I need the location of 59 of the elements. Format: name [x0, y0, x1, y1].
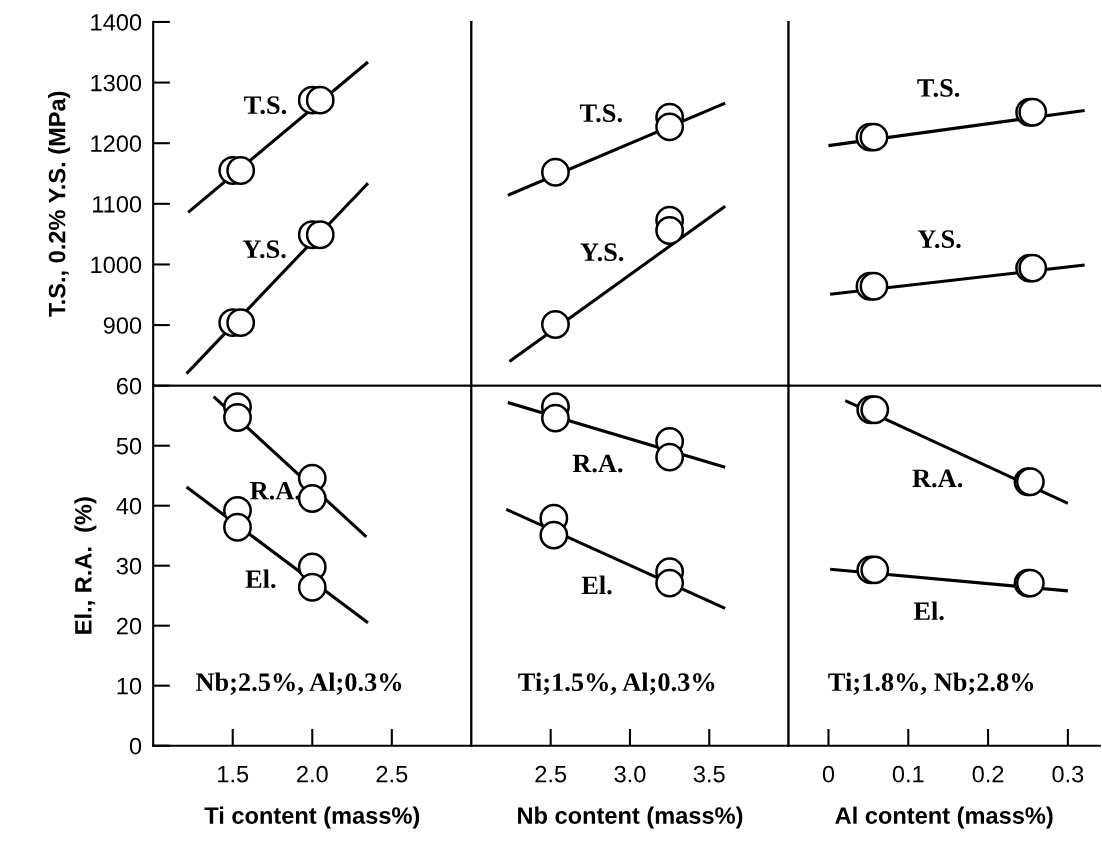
series-label: Y.S.: [580, 243, 624, 262]
y-tick-label: 40: [116, 497, 142, 515]
point: [541, 157, 570, 187]
y-tick-label: 1300: [91, 74, 142, 92]
x-tick-label: 3.0: [614, 765, 646, 783]
series-label: T.S.: [244, 96, 287, 115]
y-tick-label: 20: [116, 617, 142, 635]
x-tick-label: 0.1: [892, 765, 924, 783]
series-label: El.: [913, 601, 944, 621]
y-tick-label: 60: [117, 377, 142, 395]
y-tick-label: 50: [116, 437, 142, 455]
x-axis-title: Ti content (mass%): [204, 806, 420, 829]
x-axis-title: Nb content (mass%): [518, 806, 743, 829]
y-tick-label: 10: [117, 677, 142, 695]
series-label: T.S.: [917, 79, 960, 97]
x-tick-label: 2.5: [535, 765, 567, 783]
y-tick-label: 1400: [91, 14, 142, 31]
point: [541, 403, 570, 433]
y-axis-title: El., R.A. (%): [74, 497, 97, 634]
point: [541, 310, 570, 339]
point: [226, 308, 256, 338]
series-label: Y.S.: [917, 230, 961, 249]
x-tick-label: 2.0: [297, 765, 328, 783]
y-tick-label: 30: [116, 557, 142, 575]
annotation: Ti;1.8%, Nb;2.8%: [828, 672, 1034, 695]
x-axis-title: Al content (mass%): [835, 806, 1053, 829]
x-tick-label: 3.5: [693, 765, 725, 783]
series-label: R.A.: [250, 481, 300, 500]
x-tick-label: 0: [822, 765, 835, 783]
y-axis-title: T.S., 0.2% Y.S. (MPa): [48, 91, 71, 317]
y-tick-label: 1200: [91, 135, 142, 152]
x-tick-label: 0.3: [1052, 765, 1084, 783]
y-tick-label: 1100: [93, 195, 142, 213]
point: [297, 484, 327, 513]
point: [226, 156, 256, 185]
point: [655, 442, 685, 472]
point: [655, 216, 685, 245]
point: [305, 85, 335, 115]
annotation: Ti;1.5%, Al;0.3%: [518, 672, 715, 695]
point: [297, 572, 327, 602]
y-tick-label: 1000: [91, 256, 142, 274]
point: [305, 220, 335, 250]
series-label: El.: [245, 569, 276, 589]
series-label: T.S.: [579, 104, 622, 123]
series-label: Y.S.: [242, 240, 286, 259]
annotation: Nb;2.5%, Al;0.3%: [195, 672, 402, 695]
x-tick-label: 0.2: [972, 765, 1004, 783]
series-label: El.: [581, 575, 612, 595]
x-tick-label: 1.5: [218, 765, 249, 783]
y-tick-label: 900: [103, 317, 142, 334]
series-label: R.A.: [572, 454, 623, 473]
x-tick-label: 2.5: [376, 765, 408, 783]
point: [655, 568, 685, 598]
point: [223, 403, 252, 432]
point: [223, 512, 252, 542]
point: [655, 112, 685, 142]
series-label: R.A.: [912, 469, 963, 488]
y-tick-label: 0: [129, 737, 142, 755]
point: [539, 520, 569, 550]
